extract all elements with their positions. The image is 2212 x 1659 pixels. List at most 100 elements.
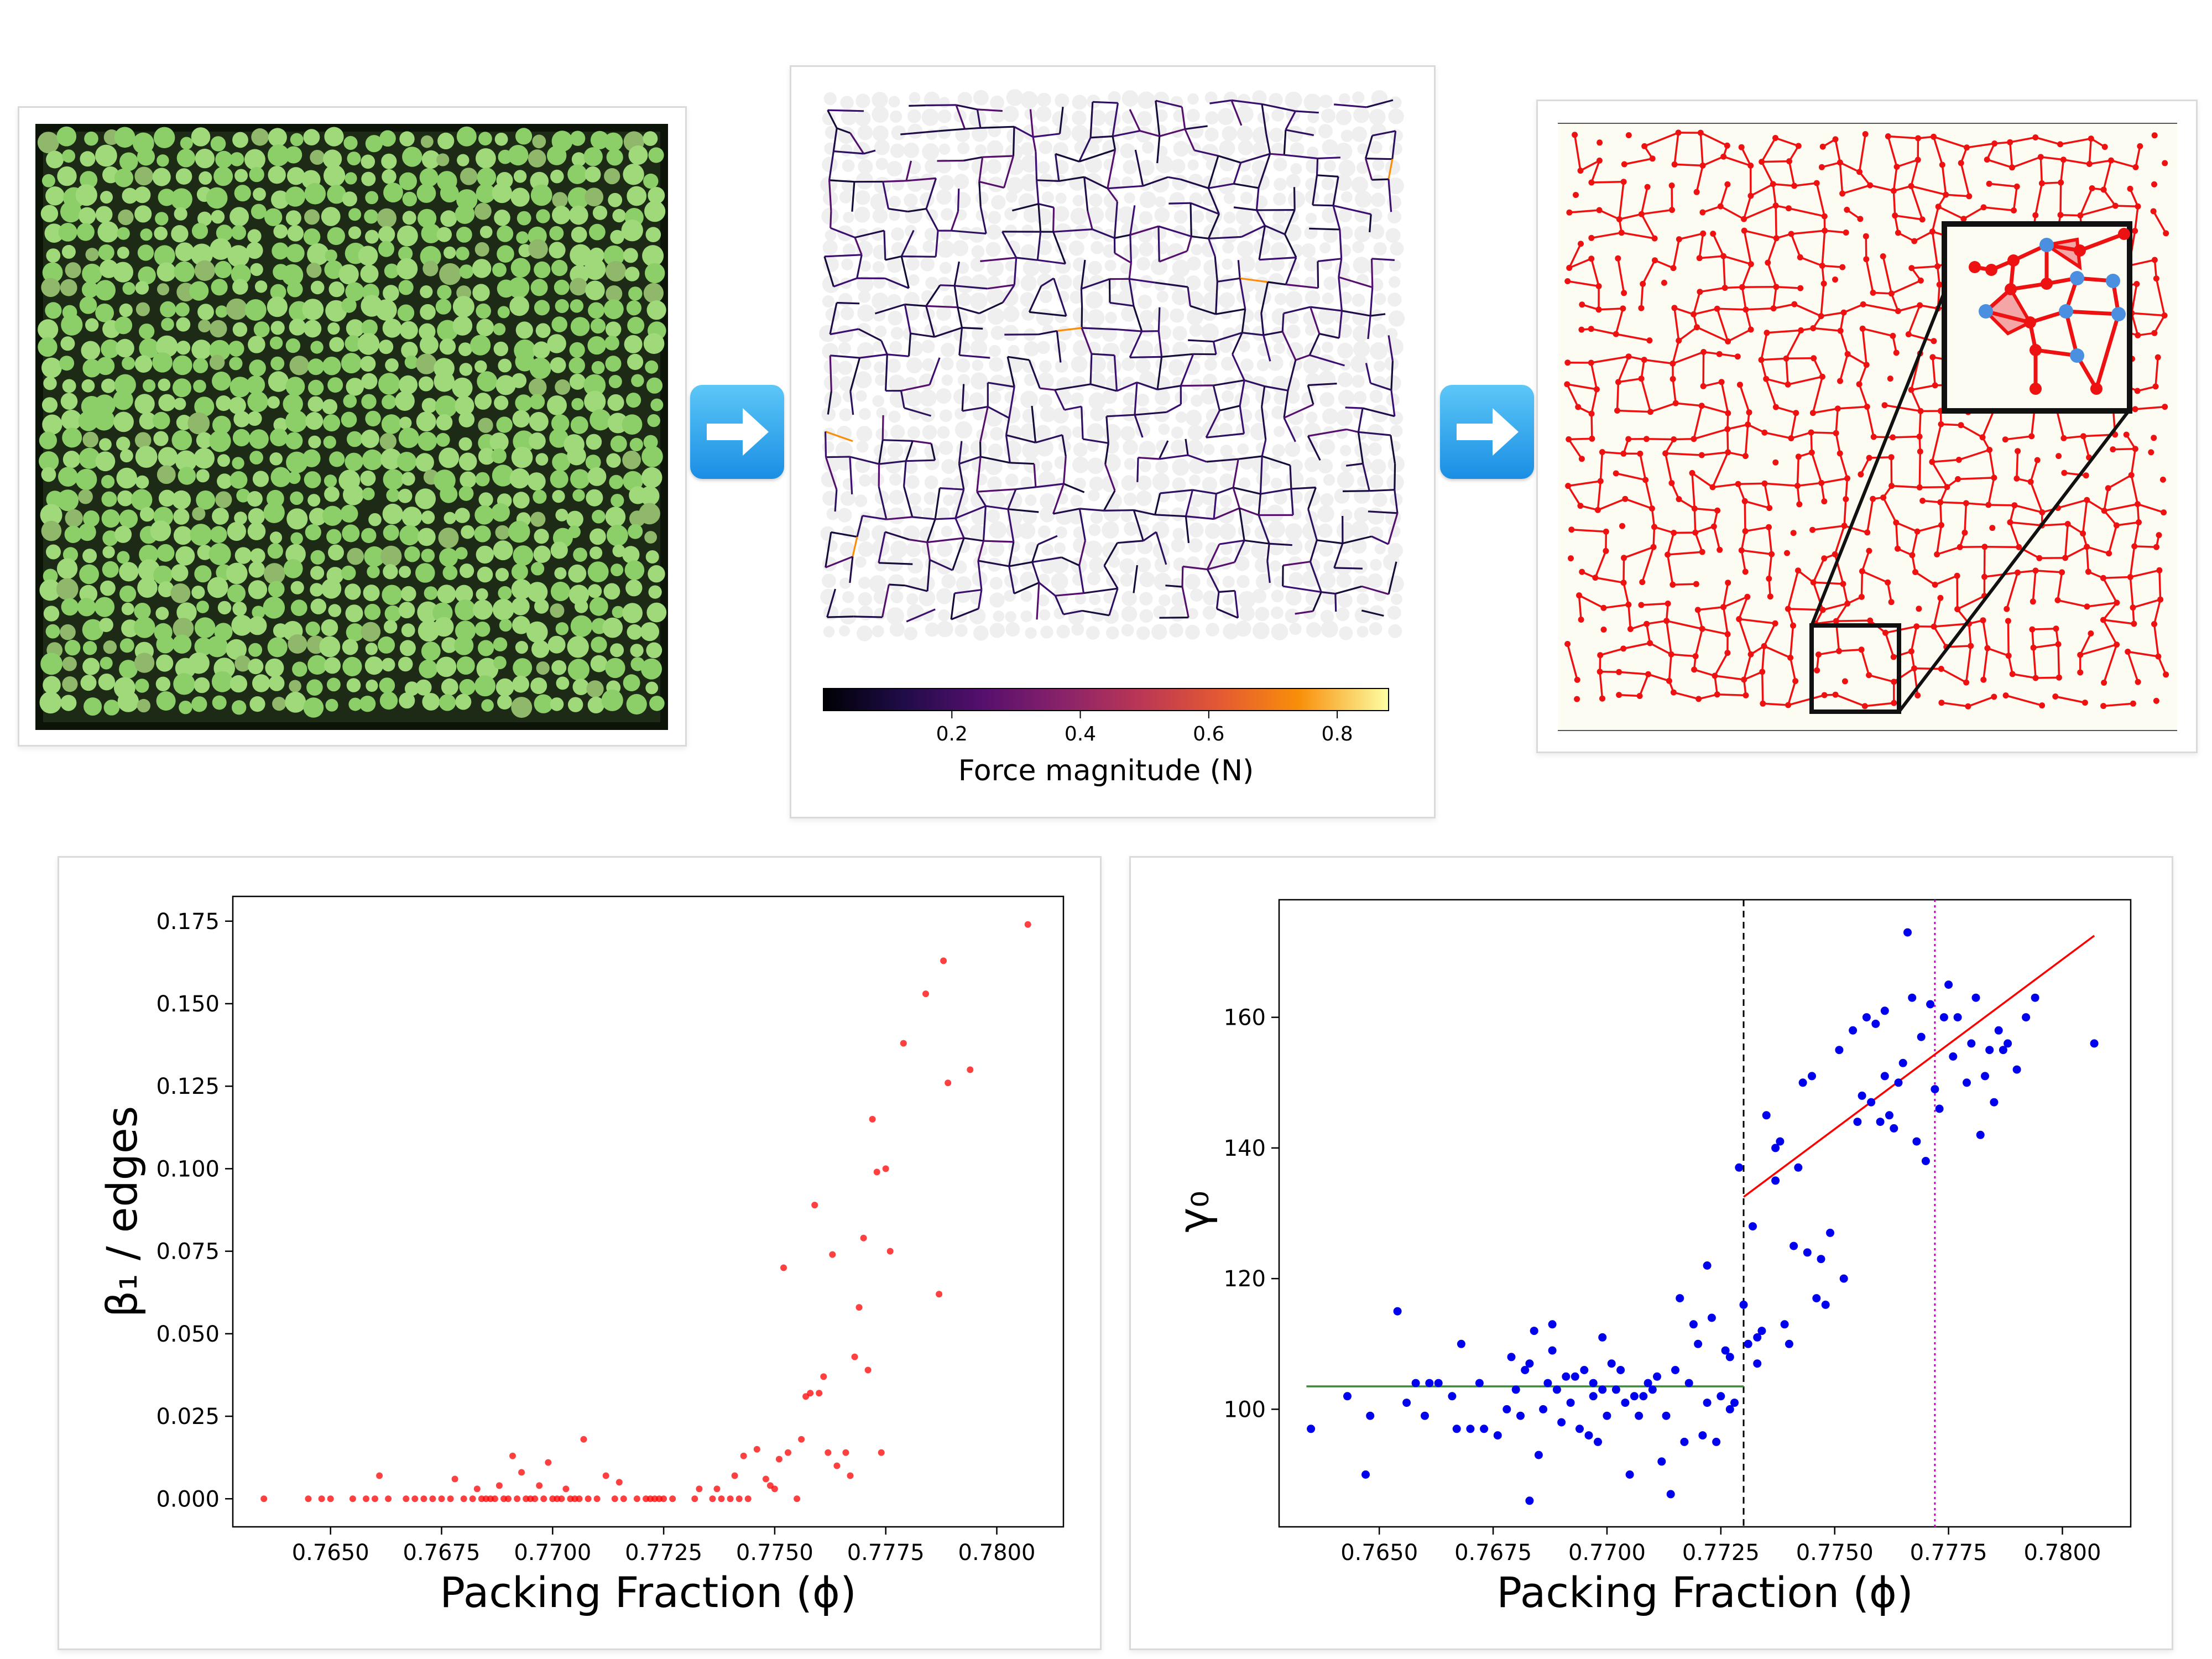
x-tick-label: 0.7775 <box>847 1540 925 1566</box>
contact-edge <box>2135 146 2141 168</box>
grain <box>1303 93 1322 112</box>
grain <box>1169 192 1185 208</box>
grain <box>1354 507 1370 523</box>
grain <box>936 588 952 604</box>
contact-node <box>2055 641 2062 648</box>
contact-edge <box>1794 182 1817 187</box>
disc <box>101 474 115 489</box>
grain <box>1351 520 1369 539</box>
contact-node <box>1747 261 1754 268</box>
disc <box>45 624 60 639</box>
force-chain-segment <box>1390 390 1396 416</box>
force-chain-segment <box>958 327 963 356</box>
data-point <box>1466 1425 1475 1433</box>
contact-node <box>1642 477 1649 483</box>
grain <box>990 326 1005 340</box>
data-point <box>1543 1379 1552 1387</box>
grain <box>1390 129 1403 142</box>
grain <box>986 159 1001 174</box>
force-chain-segment <box>1295 354 1310 361</box>
data-point <box>531 1495 539 1503</box>
grain <box>1385 160 1401 175</box>
force-chain-segment <box>829 179 854 183</box>
contact-node <box>1788 435 1794 441</box>
contact-node <box>1641 357 1647 363</box>
data-point <box>385 1495 392 1503</box>
data-point <box>864 1366 872 1374</box>
force-chain-segment <box>1321 591 1335 595</box>
force-chain-segment <box>1157 385 1181 390</box>
y-tick-label: 0.175 <box>156 909 220 935</box>
force-chain-segment <box>1168 202 1191 205</box>
contact-node <box>1819 373 1825 380</box>
disc <box>61 244 76 259</box>
contact-node <box>2013 183 2020 190</box>
contact-node <box>1938 700 1945 706</box>
grain <box>1304 257 1319 272</box>
contact-edge <box>1843 303 1864 314</box>
contact-edge <box>2082 436 2090 458</box>
contact-node <box>2132 406 2138 413</box>
force-chain-segment <box>977 589 983 609</box>
data-point <box>1794 1163 1803 1172</box>
disc <box>515 128 533 145</box>
contact-node <box>1747 651 1754 658</box>
grain <box>1203 444 1215 456</box>
contact-edge <box>1775 137 1799 147</box>
grain <box>1303 311 1318 326</box>
data-point <box>1826 1228 1834 1237</box>
disc <box>437 585 456 604</box>
disc <box>234 655 251 672</box>
data-point <box>363 1495 369 1503</box>
contact-node <box>2151 181 2157 187</box>
contact-node <box>2015 448 2021 455</box>
contact-edge <box>1567 280 1599 288</box>
disc <box>552 453 571 472</box>
disc <box>114 316 133 335</box>
grain <box>1284 224 1302 242</box>
contact-edge <box>1987 647 2009 657</box>
grain <box>858 592 872 606</box>
force-chain-segment <box>1387 179 1392 212</box>
grain <box>1202 477 1218 492</box>
force-chain-segment <box>1014 126 1034 138</box>
grain <box>907 341 923 357</box>
force-chain-segment <box>1309 354 1345 367</box>
grain <box>1020 590 1032 602</box>
data-point <box>1912 1137 1921 1146</box>
data-point <box>713 1485 721 1493</box>
force-chain-segment <box>1259 456 1263 494</box>
contact-edge <box>1619 671 1648 676</box>
grain <box>1273 157 1287 171</box>
grain <box>1387 293 1402 307</box>
contact-edge <box>1835 693 1865 707</box>
contact-edge <box>1897 304 1921 312</box>
grain <box>836 325 854 343</box>
contact-edge <box>1716 308 1729 342</box>
contact-edge <box>1664 453 1673 483</box>
force-chain-segment <box>1036 231 1042 260</box>
grain <box>1037 161 1050 174</box>
contact-node <box>1936 281 1943 288</box>
disc <box>458 342 472 356</box>
contact-node <box>1984 156 1990 163</box>
contact-edge <box>1719 184 1729 207</box>
contact-edge <box>1839 330 1849 354</box>
disc <box>458 486 474 501</box>
disc <box>188 652 210 674</box>
grain <box>971 508 988 525</box>
disc <box>404 681 419 696</box>
disc <box>588 302 604 319</box>
grain <box>1003 406 1021 424</box>
contact-edge <box>1698 606 1724 611</box>
contact-edge <box>1743 230 1752 264</box>
disc <box>119 303 133 317</box>
data-point <box>1548 1346 1557 1355</box>
grain <box>1368 573 1383 588</box>
grain <box>1239 477 1251 489</box>
grain <box>1203 459 1218 474</box>
contact-edge <box>1895 215 1923 221</box>
grain <box>1040 406 1056 422</box>
contact-node <box>1893 164 1900 170</box>
contact-edge <box>1960 424 1983 439</box>
